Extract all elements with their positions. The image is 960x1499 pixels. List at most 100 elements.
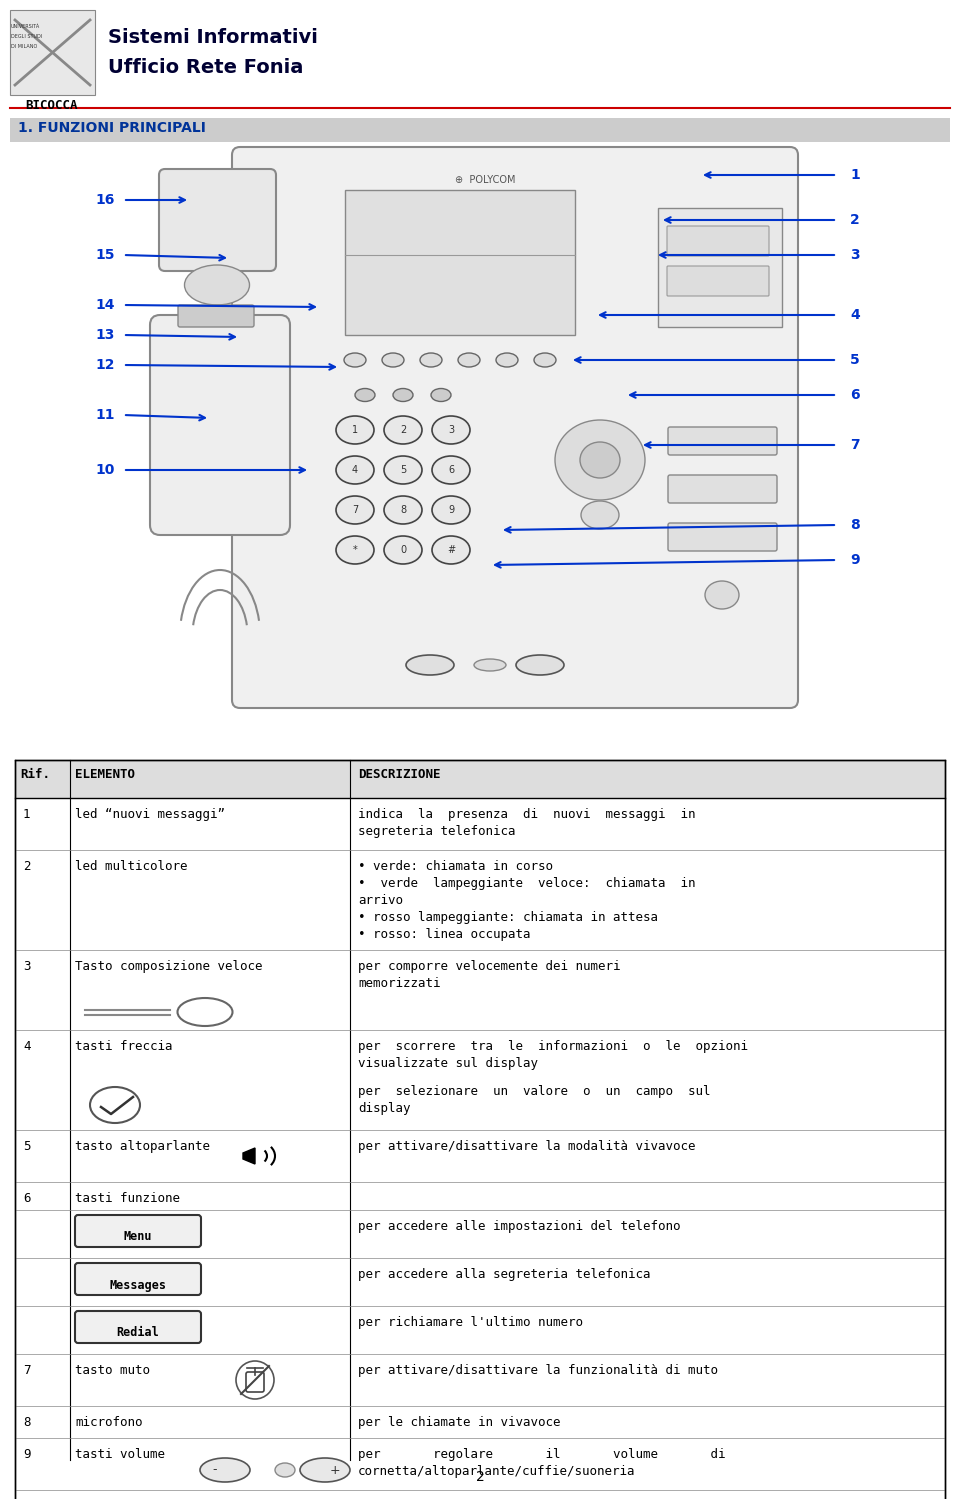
Text: 2: 2 [23,860,31,872]
Text: per attivare/disattivare la modalità vivavoce: per attivare/disattivare la modalità viv… [358,1141,695,1153]
Text: 4: 4 [23,1040,31,1052]
Text: 6: 6 [851,388,860,402]
Ellipse shape [184,265,250,304]
Text: UNIVERSITÀ: UNIVERSITÀ [11,24,40,28]
Text: DI MILANO: DI MILANO [11,43,37,49]
Text: DEGLI STUDI: DEGLI STUDI [11,34,42,39]
Ellipse shape [382,352,404,367]
Text: 6: 6 [23,1192,31,1205]
Ellipse shape [336,456,374,484]
FancyBboxPatch shape [232,147,798,708]
Ellipse shape [432,537,470,564]
Ellipse shape [581,501,619,529]
Text: per       regolare       il       volume       di
cornetta/altoparlante/cuffie/s: per regolare il volume di cornetta/altop… [358,1448,726,1478]
Ellipse shape [534,352,556,367]
FancyBboxPatch shape [75,1216,201,1247]
Ellipse shape [336,417,374,444]
FancyBboxPatch shape [668,427,777,456]
Text: 5: 5 [400,465,406,475]
Text: 14: 14 [95,298,115,312]
FancyBboxPatch shape [178,304,254,327]
Text: 2: 2 [400,426,406,435]
Text: 4: 4 [851,307,860,322]
Text: Sistemi Informativi: Sistemi Informativi [108,28,318,46]
Text: 3: 3 [851,247,860,262]
Ellipse shape [275,1463,295,1477]
Text: DESCRIZIONE: DESCRIZIONE [358,767,441,781]
Text: per accedere alla segreteria telefonica: per accedere alla segreteria telefonica [358,1268,651,1282]
Text: 7: 7 [851,438,860,453]
Text: 5: 5 [23,1141,31,1153]
Ellipse shape [555,420,645,501]
Ellipse shape [384,417,422,444]
Text: indica  la  presenza  di  nuovi  messaggi  in
segreteria telefonica: indica la presenza di nuovi messaggi in … [358,808,695,838]
Text: 1: 1 [851,168,860,181]
FancyBboxPatch shape [10,118,950,142]
Ellipse shape [200,1459,250,1483]
Text: ELEMENTO: ELEMENTO [75,767,135,781]
Text: Tasto composizione veloce: Tasto composizione veloce [75,959,262,973]
Text: led “nuovi messaggi”: led “nuovi messaggi” [75,808,225,821]
Ellipse shape [406,655,454,675]
Ellipse shape [580,442,620,478]
Text: 8: 8 [851,519,860,532]
Ellipse shape [355,388,375,402]
Ellipse shape [300,1459,350,1483]
Text: 0: 0 [400,546,406,555]
Ellipse shape [496,352,518,367]
FancyBboxPatch shape [667,265,769,295]
Text: per richiamare l'ultimo numero: per richiamare l'ultimo numero [358,1316,583,1330]
Ellipse shape [384,456,422,484]
Text: 9: 9 [851,553,860,567]
Text: 2: 2 [851,213,860,226]
Ellipse shape [384,496,422,525]
Ellipse shape [420,352,442,367]
Ellipse shape [474,660,506,672]
Text: per  selezionare  un  valore  o  un  campo  sul
display: per selezionare un valore o un campo sul… [358,1085,710,1115]
Text: microfono: microfono [75,1417,142,1429]
FancyBboxPatch shape [345,190,575,334]
Ellipse shape [705,582,739,609]
FancyBboxPatch shape [15,760,945,797]
Text: 6: 6 [448,465,454,475]
Text: Rif.: Rif. [20,767,50,781]
Text: per comporre velocemente dei numeri
memorizzati: per comporre velocemente dei numeri memo… [358,959,620,989]
Text: • verde: chiamata in corso
•  verde  lampeggiante  veloce:  chiamata  in
arrivo
: • verde: chiamata in corso • verde lampe… [358,860,695,941]
Ellipse shape [393,388,413,402]
Text: *: * [352,546,357,555]
FancyBboxPatch shape [75,1264,201,1295]
Text: -: - [213,1463,217,1477]
Text: 13: 13 [95,328,114,342]
Text: 8: 8 [23,1417,31,1429]
FancyBboxPatch shape [159,169,276,271]
Text: tasti volume: tasti volume [75,1448,165,1462]
Text: 9: 9 [23,1448,31,1462]
Text: 11: 11 [95,408,115,423]
Text: per  scorrere  tra  le  informazioni  o  le  opzioni
visualizzate sul display: per scorrere tra le informazioni o le op… [358,1040,748,1070]
Text: tasti freccia: tasti freccia [75,1040,173,1052]
Ellipse shape [336,537,374,564]
Text: 12: 12 [95,358,115,372]
Text: 3: 3 [448,426,454,435]
Text: 9: 9 [448,505,454,516]
FancyBboxPatch shape [75,1312,201,1343]
FancyBboxPatch shape [668,475,777,504]
Text: 8: 8 [400,505,406,516]
Text: +: + [329,1463,340,1477]
Text: tasti funzione: tasti funzione [75,1192,180,1205]
Ellipse shape [458,352,480,367]
Ellipse shape [516,655,564,675]
Ellipse shape [384,537,422,564]
Text: tasto muto: tasto muto [75,1364,150,1378]
FancyBboxPatch shape [150,315,290,535]
Text: led multicolore: led multicolore [75,860,187,872]
Text: Menu: Menu [124,1231,153,1244]
Polygon shape [243,1148,255,1165]
Text: 15: 15 [95,247,115,262]
Text: 5: 5 [851,352,860,367]
Ellipse shape [336,496,374,525]
Text: 4: 4 [352,465,358,475]
Text: per accedere alle impostazioni del telefono: per accedere alle impostazioni del telef… [358,1220,681,1234]
Ellipse shape [344,352,366,367]
Text: 1. FUNZIONI PRINCIPALI: 1. FUNZIONI PRINCIPALI [18,121,205,135]
